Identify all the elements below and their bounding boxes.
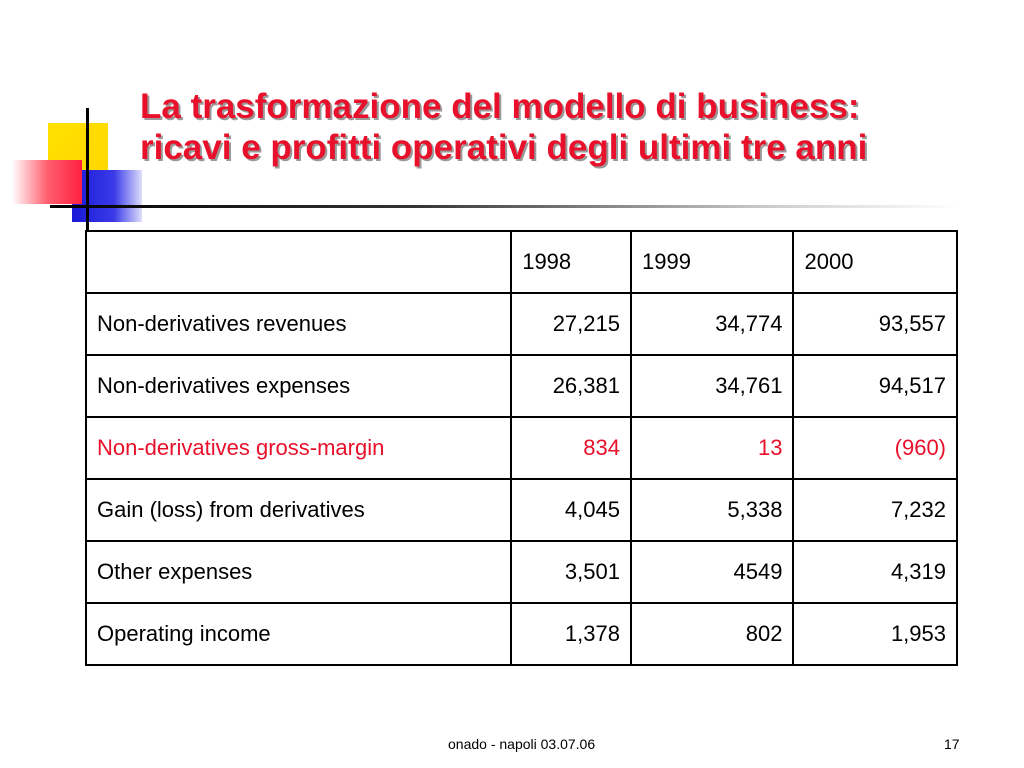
page-number: 17 bbox=[944, 736, 960, 752]
row-value-1999: 4549 bbox=[629, 540, 795, 604]
slide-title: La trasformazione del modello di busines… bbox=[140, 86, 980, 168]
row-value-1998: 27,215 bbox=[510, 292, 632, 356]
footer-text: onado - napoli 03.07.06 bbox=[448, 736, 596, 752]
slide-title-line-2: ricavi e profitti operativi degli ultimi… bbox=[140, 128, 868, 167]
table-row: Non-derivatives expenses 26,381 34,761 9… bbox=[84, 354, 958, 418]
row-value-1998: 4,045 bbox=[510, 478, 632, 542]
table-row: Gain (loss) from derivatives 4,045 5,338… bbox=[84, 478, 958, 542]
row-value-1999: 5,338 bbox=[629, 478, 795, 542]
row-value-1998: 834 bbox=[510, 416, 632, 480]
table-row: Operating income 1,378 802 1,953 bbox=[84, 602, 958, 666]
table-header-row: 1998 1999 2000 bbox=[84, 230, 958, 294]
row-label: Gain (loss) from derivatives bbox=[84, 478, 513, 542]
row-label: Operating income bbox=[84, 602, 513, 666]
slide-title-line-1: La trasformazione del modello di busines… bbox=[140, 87, 860, 126]
header-cell-1999: 1999 bbox=[629, 230, 795, 294]
header-cell-1998: 1998 bbox=[510, 230, 632, 294]
header-cell-2000: 2000 bbox=[792, 230, 958, 294]
row-value-2000: 94,517 bbox=[792, 354, 958, 418]
table-row-highlighted: Non-derivatives gross-margin 834 13 (960… bbox=[84, 416, 958, 480]
row-label: Non-derivatives revenues bbox=[84, 292, 513, 356]
header-cell-empty bbox=[84, 230, 513, 294]
row-value-1999: 802 bbox=[629, 602, 795, 666]
financial-table: 1998 1999 2000 Non-derivatives revenues … bbox=[84, 230, 958, 666]
decorative-red-square bbox=[12, 160, 82, 204]
row-value-2000: 1,953 bbox=[792, 602, 958, 666]
row-value-2000: (960) bbox=[792, 416, 958, 480]
decorative-vertical-line bbox=[86, 108, 89, 230]
row-value-2000: 4,319 bbox=[792, 540, 958, 604]
row-value-1999: 34,761 bbox=[629, 354, 795, 418]
row-value-1998: 26,381 bbox=[510, 354, 632, 418]
row-value-1998: 1,378 bbox=[510, 602, 632, 666]
table-row: Non-derivatives revenues 27,215 34,774 9… bbox=[84, 292, 958, 356]
table-row: Other expenses 3,501 4549 4,319 bbox=[84, 540, 958, 604]
row-label: Non-derivatives expenses bbox=[84, 354, 513, 418]
title-underline bbox=[50, 205, 958, 208]
row-value-2000: 93,557 bbox=[792, 292, 958, 356]
decorative-blue-square bbox=[72, 170, 142, 222]
row-value-1999: 13 bbox=[629, 416, 795, 480]
row-value-2000: 7,232 bbox=[792, 478, 958, 542]
row-label: Non-derivatives gross-margin bbox=[84, 416, 513, 480]
row-label: Other expenses bbox=[84, 540, 513, 604]
row-value-1999: 34,774 bbox=[629, 292, 795, 356]
row-value-1998: 3,501 bbox=[510, 540, 632, 604]
